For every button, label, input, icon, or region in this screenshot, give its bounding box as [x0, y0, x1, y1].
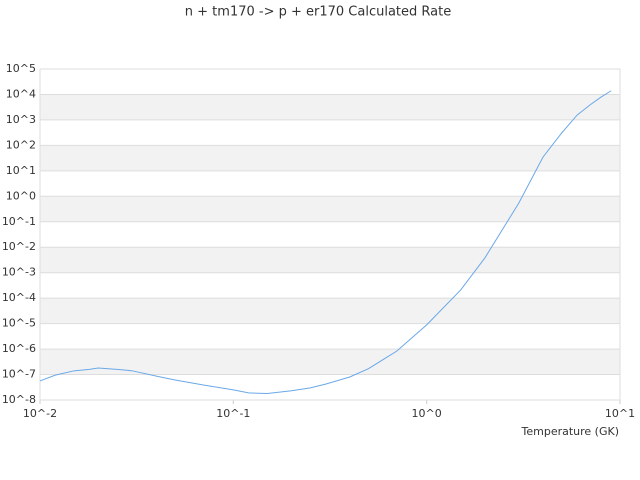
x-tick-label: 10^1	[605, 407, 635, 420]
y-tick-label: 10^4	[6, 87, 36, 100]
grid-band	[40, 145, 620, 171]
grid-band	[40, 247, 620, 273]
grid-band	[40, 298, 620, 324]
y-tick-label: 10^0	[6, 189, 36, 202]
y-tick-label: 10^-2	[2, 240, 36, 253]
chart-title: n + tm170 -> p + er170 Calculated Rate	[185, 5, 451, 20]
grid-band	[40, 196, 620, 222]
y-tick-label: 10^3	[6, 113, 36, 126]
y-tick-label: 10^2	[6, 138, 36, 151]
y-tick-label: 10^-5	[2, 317, 36, 330]
y-tick-label: 10^-7	[2, 368, 36, 381]
x-tick-label: 10^0	[412, 407, 442, 420]
y-tick-label: 10^5	[6, 62, 36, 75]
plot-frame	[39, 68, 621, 401]
y-tick-label: 10^1	[6, 164, 36, 177]
data-line	[39, 90, 612, 395]
y-tick-label: 10^-8	[2, 393, 36, 406]
y-tick-label: 10^-1	[2, 215, 36, 228]
x-tick-label: 10^-1	[216, 407, 250, 420]
x-axis-title: Temperature (GK)	[521, 425, 620, 438]
bands	[40, 94, 620, 375]
grid-band	[40, 94, 620, 120]
x-tick-label: 10^-2	[23, 407, 57, 420]
y-tick-label: 10^-6	[2, 342, 36, 355]
y-tick-label: 10^-3	[2, 266, 36, 279]
grid-band	[40, 349, 620, 375]
y-tick-label: 10^-4	[2, 291, 36, 304]
